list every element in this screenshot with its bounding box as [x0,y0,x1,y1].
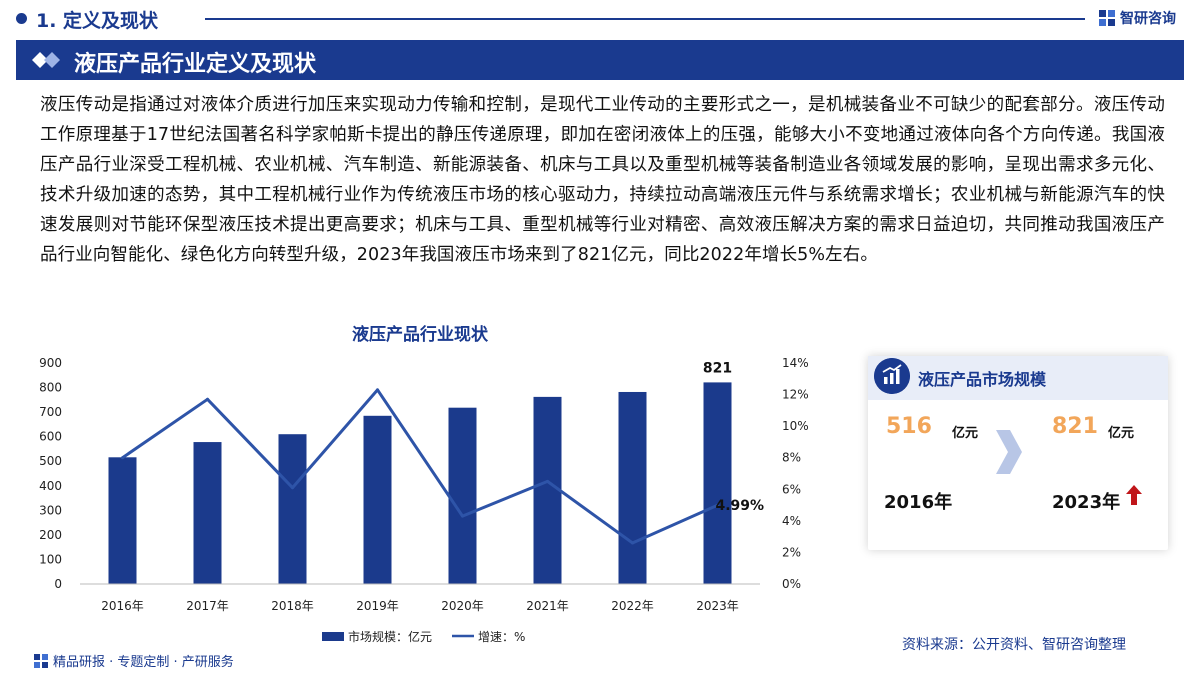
x-axis: 2016年 2017年 2018年 2019年 2020年 2021年 2022年 2023年 [80,583,760,613]
x-tick-label: 2022年 [611,599,654,613]
right-tick-label: 0% [782,577,801,591]
right-tick-label: 8% [782,451,801,465]
x-tick-label: 2020年 [441,599,484,613]
brand-name: 智研咨询 [1120,11,1176,27]
x-tick-label: 2017年 [186,599,229,613]
x-tick-label: 2023年 [696,599,739,613]
up-arrow-icon [1126,485,1142,505]
right-tick-label: 2% [782,545,801,559]
legend-bar-swatch [322,632,344,641]
card-title: 液压产品市场规模 [918,370,1047,389]
left-tick-label: 800 [39,381,62,395]
top-bar: 1. 定义及现状 智研咨询 [0,0,1200,38]
bar [108,457,137,584]
left-tick-label: 0 [54,577,62,591]
card-header: 液压产品市场规模 [868,356,1168,400]
left-tick-label: 600 [39,430,62,444]
x-tick-label: 2021年 [526,599,569,613]
double-diamond-icon [32,52,60,68]
data-source: 资料来源：公开资料、智研咨询整理 [902,637,1126,653]
chart-icon [874,358,910,394]
section-bullet-icon [16,13,27,24]
market-chart: 液压产品行业现状 0 100 200 300 400 500 600 700 800 900 0%… [39,324,809,644]
intro-paragraph: 液压传动是指通过对液体介质进行加压来实现动力传输和控制，是现代工业传动的主要形式… [40,95,1165,265]
bar-series: 821 [108,360,732,584]
page-title: 液压产品行业定义及现状 [74,52,317,77]
right-tick-label: 12% [782,388,809,402]
right-tick-label: 6% [782,482,801,496]
end-value: 821 [1052,414,1098,439]
bar [193,442,222,584]
line-point [716,503,719,507]
left-tick-label: 300 [39,503,62,517]
arrow-right-icon [996,430,1022,474]
footer-services: 精品研报 · 专题定制 · 产研服务 [34,651,234,670]
start-value: 516 [886,414,932,439]
bar [278,434,307,584]
start-year: 2016年 [884,492,953,513]
left-tick-label: 900 [39,356,62,370]
brand-logo-icon [1099,10,1115,26]
footer-services-text: 精品研报 · 专题定制 · 产研服务 [53,655,234,670]
right-axis: 0% 2% 4% 6% 8% 10% 12% 14% [782,356,809,591]
left-tick-label: 100 [39,552,62,566]
title-banner: 液压产品行业定义及现状 [16,40,1184,80]
right-tick-label: 10% [782,419,809,433]
end-unit: 亿元 [1108,426,1135,441]
section-title: 1. 定义及现状 [36,10,159,32]
line-point [121,456,124,460]
legend-line-label: 增速：% [478,630,525,644]
line-point [461,514,464,518]
right-tick-label: 14% [782,356,809,370]
right-tick-label: 4% [782,514,801,528]
line-data-label: 4.99% [716,498,765,514]
left-axis: 0 100 200 300 400 500 600 700 800 900 [39,356,62,591]
end-year: 2023年 [1052,492,1121,513]
left-tick-label: 700 [39,405,62,419]
growth-line [121,388,719,545]
bar [448,407,477,584]
chart-title: 液压产品行业现状 [352,324,489,345]
market-size-card: 液压产品市场规模 516 亿元 821 亿元 2016年 2023年 [868,356,1168,550]
left-tick-label: 200 [39,528,62,542]
bar [703,382,732,584]
bar [533,396,562,584]
line-point [546,479,549,483]
x-tick-label: 2016年 [101,599,144,613]
bar [363,415,392,584]
line-point [206,397,209,401]
line-series: 4.99% [121,388,765,545]
left-tick-label: 400 [39,479,62,493]
brand: 智研咨询 [1098,8,1176,28]
x-tick-label: 2018年 [271,599,314,613]
legend-bar-label: 市场规模：亿元 [348,629,432,644]
line-point [291,486,294,490]
header-divider [205,18,1085,20]
bar [618,391,647,584]
chart-legend: 市场规模：亿元 增速：% [322,629,525,644]
bar-data-label: 821 [703,360,732,376]
left-tick-label: 500 [39,454,62,468]
start-unit: 亿元 [952,426,979,441]
x-tick-label: 2019年 [356,599,399,613]
brand-mini-icon [34,653,48,668]
line-point [631,541,634,545]
line-point [376,388,379,392]
